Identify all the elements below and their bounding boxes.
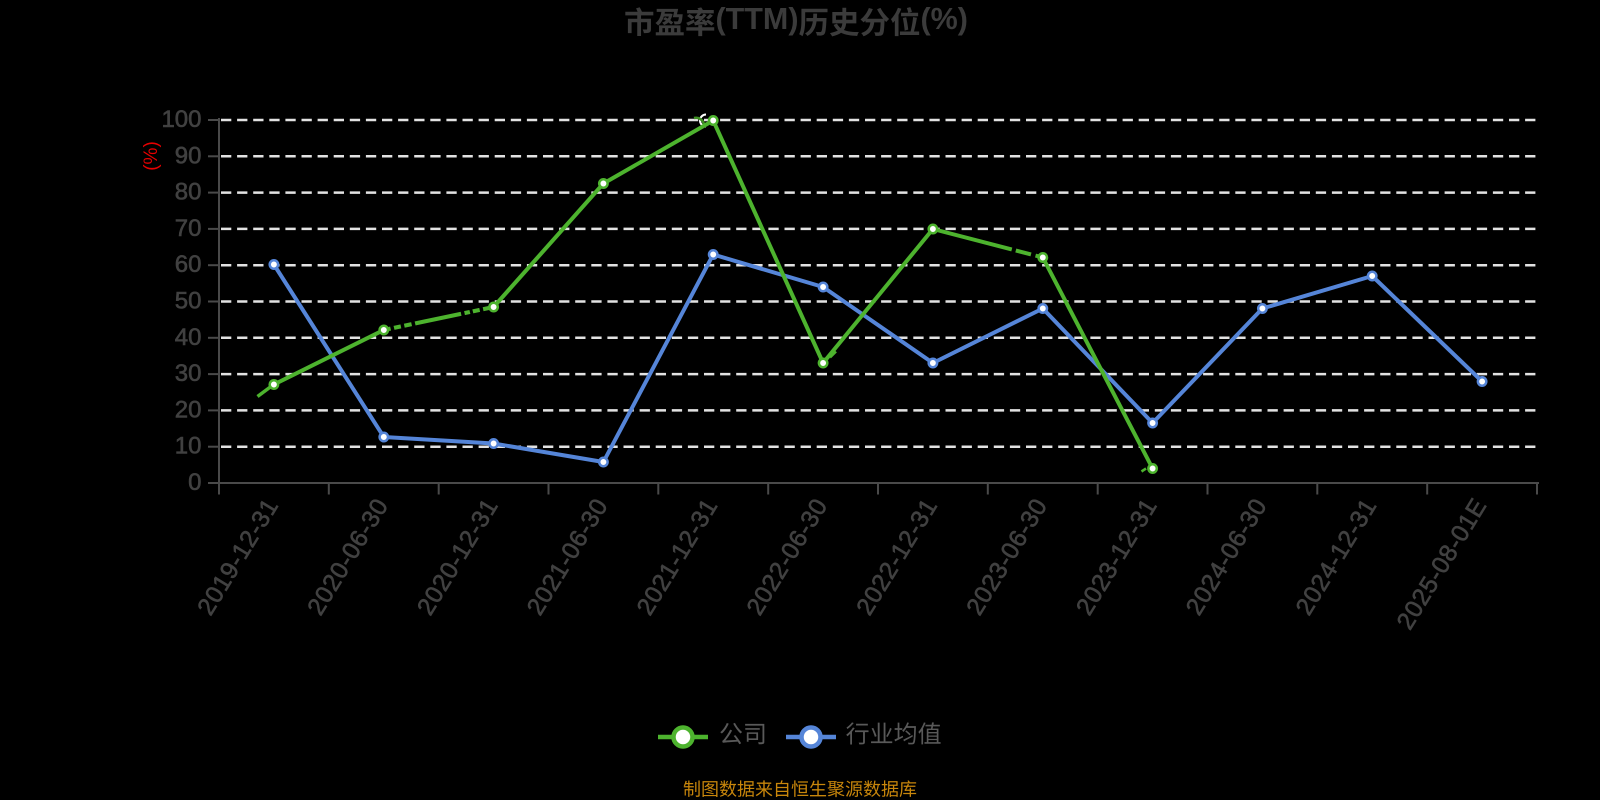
svg-text:80: 80 [175,179,202,206]
svg-text:10: 10 [175,433,202,460]
svg-text:(%): (%) [141,141,162,171]
svg-text:100: 100 [161,106,201,133]
svg-text:20: 20 [175,396,202,423]
svg-text:40: 40 [175,324,202,351]
svg-text:90: 90 [175,142,202,169]
svg-text:30: 30 [175,360,202,387]
svg-text:(%): (%) [921,2,968,36]
svg-text:70: 70 [175,215,202,242]
svg-text:60: 60 [175,251,202,278]
svg-text:50: 50 [175,288,202,315]
svg-text:0: 0 [188,469,201,496]
svg-text:(TTM): (TTM) [716,2,799,36]
